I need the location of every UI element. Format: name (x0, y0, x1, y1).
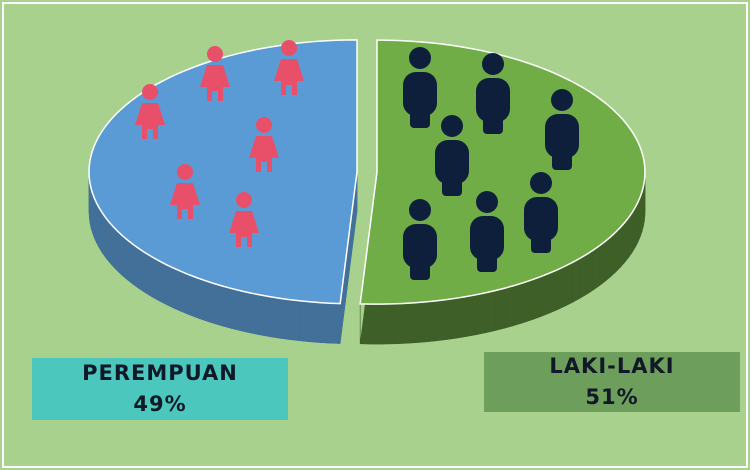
legend-label: PEREMPUAN (82, 361, 238, 385)
legend-box (32, 358, 288, 420)
legend-label: LAKI-LAKI (549, 354, 674, 378)
value-label: 49% (133, 392, 186, 416)
legend-box (484, 352, 740, 412)
value-label: 51% (585, 385, 638, 409)
